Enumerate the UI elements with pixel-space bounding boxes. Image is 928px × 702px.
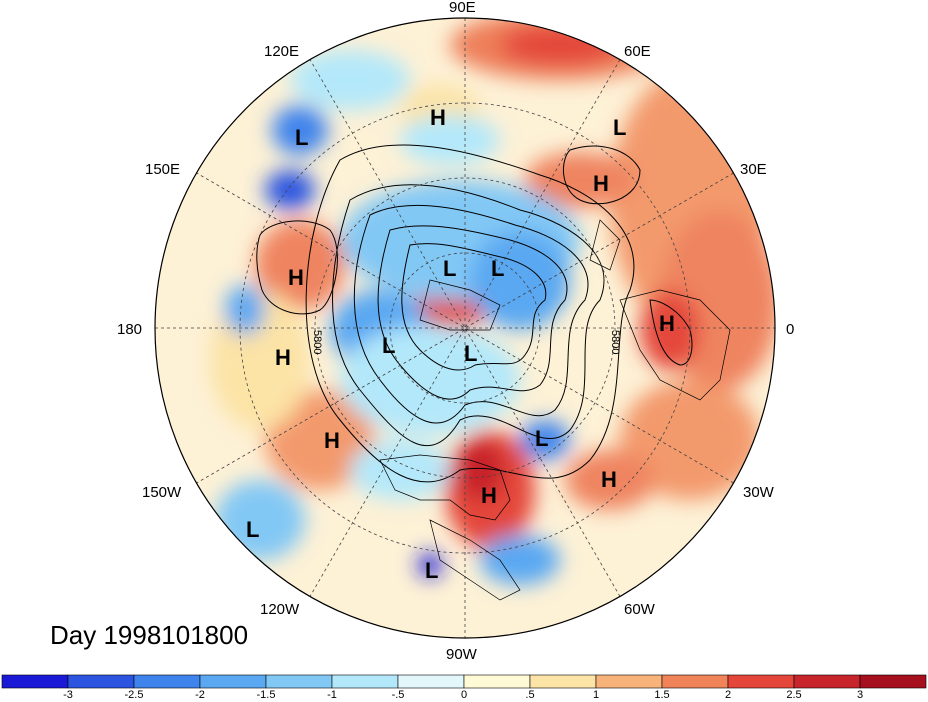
high-marker: H: [324, 428, 340, 453]
colorbar-swatch: [133, 674, 201, 689]
colorbar-tick-label: -2: [195, 689, 205, 701]
high-marker: H: [275, 345, 291, 370]
lon-label-60w: 60W: [624, 601, 656, 618]
low-marker: L: [246, 517, 259, 542]
colorbar-swatch: [265, 674, 333, 689]
colorbar-tick-label: 2: [725, 689, 731, 701]
colorbar-tick-label: -2.5: [125, 689, 144, 701]
high-marker: H: [659, 311, 675, 336]
colorbar-tick-label: .5: [525, 689, 534, 701]
map-boundary: [154, 17, 776, 639]
lon-label-0: 0: [786, 321, 794, 338]
colorbar-tick-label: 0: [461, 689, 467, 701]
colorbar-tick-label: -3: [63, 689, 73, 701]
colorbar-swatch: [793, 674, 861, 689]
colorbar-tick-label: -1: [327, 689, 337, 701]
low-marker: L: [535, 426, 548, 451]
pressure-markers: L H L H H L L H H L L H L H H L L: [246, 105, 675, 583]
colorbar-swatch: [661, 674, 729, 689]
height-contours: [256, 144, 693, 483]
lon-label-150w: 150W: [142, 484, 182, 501]
day-label: Day 1998101800: [50, 620, 249, 650]
colorbar-swatch: [397, 674, 465, 689]
lon-label-180: 180: [117, 321, 142, 338]
colorbar-tick-label: 3: [857, 689, 863, 701]
colorbar-tick-label: -.5: [392, 689, 405, 701]
colorbar-swatch: [595, 674, 663, 689]
coastlines: [379, 219, 731, 601]
lon-label-90e: 90E: [449, 0, 476, 16]
colorbar-tick-label: 1: [593, 689, 599, 701]
lon-label-150e: 150E: [145, 161, 180, 178]
lon-label-60e: 60E: [624, 43, 651, 60]
colorbar-swatch: [199, 674, 267, 689]
low-marker: L: [382, 333, 395, 358]
anomaly-field: [155, 18, 775, 638]
colorbar-swatch: [529, 674, 597, 689]
colorbar-swatch: [67, 674, 135, 689]
lon-label-90w: 90W: [446, 646, 478, 663]
low-marker: L: [295, 125, 308, 150]
high-marker: H: [430, 105, 446, 130]
lon-label-30w: 30W: [743, 484, 775, 501]
colorbar-swatch: [859, 674, 927, 689]
colorbar-tick-label: 2.5: [786, 689, 801, 701]
colorbar-tick-label: 1.5: [654, 689, 669, 701]
low-marker: L: [613, 115, 626, 140]
lon-label-30e: 30E: [740, 161, 767, 178]
lon-label-120e: 120E: [264, 43, 299, 60]
low-marker: L: [491, 256, 504, 281]
colorbar-swatch: [331, 674, 399, 689]
colorbar-swatch: [1, 674, 69, 689]
graticule: [155, 18, 775, 638]
high-marker: H: [288, 265, 304, 290]
high-marker: H: [481, 483, 497, 508]
colorbar-swatch: [463, 674, 531, 689]
low-marker: L: [425, 558, 438, 583]
contour-label-2: 5800: [609, 330, 621, 354]
colorbar: -3 -2.5 -2 -1.5 -1 -.5 0 .5 1 1.5 2 2.5 3: [1, 674, 927, 701]
low-marker: L: [464, 341, 477, 366]
colorbar-tick-label: -1.5: [257, 689, 276, 701]
low-marker: L: [443, 256, 456, 281]
high-marker: H: [601, 467, 617, 492]
colorbar-swatch: [727, 674, 795, 689]
lon-label-120w: 120W: [260, 601, 300, 618]
contour-label: 5800: [311, 330, 323, 354]
high-marker: H: [593, 171, 609, 196]
